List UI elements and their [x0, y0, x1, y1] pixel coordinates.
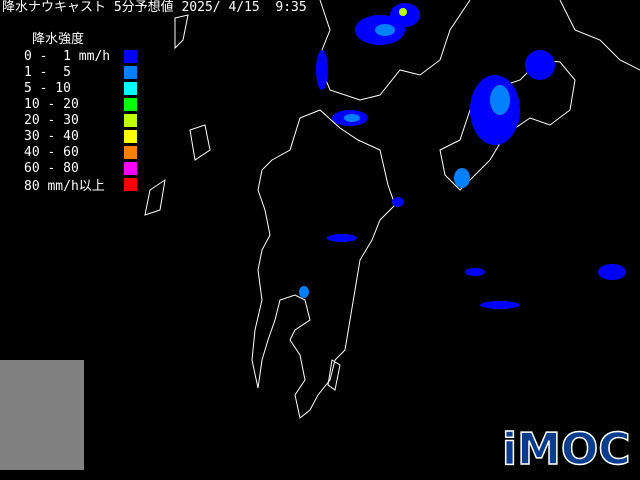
legend-swatch [124, 113, 137, 127]
legend-swatch [124, 97, 137, 111]
no-data-area [0, 360, 84, 470]
kyushu-coast [251, 109, 396, 419]
legend-label: 5 - 10 [24, 80, 71, 96]
legend-item: 80 mm/h以上 [24, 176, 137, 194]
legend-label: 20 - 30 [24, 112, 79, 128]
legend-item: 0 - 1 mm/h [24, 48, 137, 64]
legend-item: 1 - 5 [24, 64, 137, 80]
legend-swatch [124, 81, 137, 95]
legend-item: 5 - 10 [24, 80, 137, 96]
legend-label: 40 - 60 [24, 144, 79, 160]
island-goto [144, 124, 211, 216]
legend-item: 40 - 60 [24, 144, 137, 160]
legend-label: 80 mm/h以上 [24, 178, 105, 194]
legend-item: 30 - 40 [24, 128, 137, 144]
precipitation-echoes [299, 3, 626, 309]
legend-swatch [124, 49, 137, 63]
map-title: 降水ナウキャスト 5分予想値 2025/ 4/15 9:35 [2, 0, 307, 15]
legend-label: 10 - 20 [24, 96, 79, 112]
honshu-coast-east [559, 0, 640, 71]
legend-swatch [124, 177, 137, 191]
legend-title: 降水強度 [32, 32, 85, 47]
island-tsushima [174, 14, 189, 50]
coastlines [144, 0, 640, 419]
island-tanegashima [327, 359, 341, 391]
imoc-logo: iMOC [498, 416, 634, 472]
legend-item: 20 - 30 [24, 112, 137, 128]
legend-swatch [124, 145, 137, 159]
legend-swatch [124, 65, 137, 79]
legend-swatch [124, 129, 137, 143]
legend-item: 10 - 20 [24, 96, 137, 112]
legend-label: 30 - 40 [24, 128, 79, 144]
legend-label: 1 - 5 [24, 64, 71, 80]
svg-text:iMOC: iMOC [502, 424, 631, 472]
legend-item: 60 - 80 [24, 160, 137, 176]
legend-label: 0 - 1 mm/h [24, 48, 111, 64]
legend-swatch [124, 161, 137, 175]
legend-label: 60 - 80 [24, 160, 79, 176]
